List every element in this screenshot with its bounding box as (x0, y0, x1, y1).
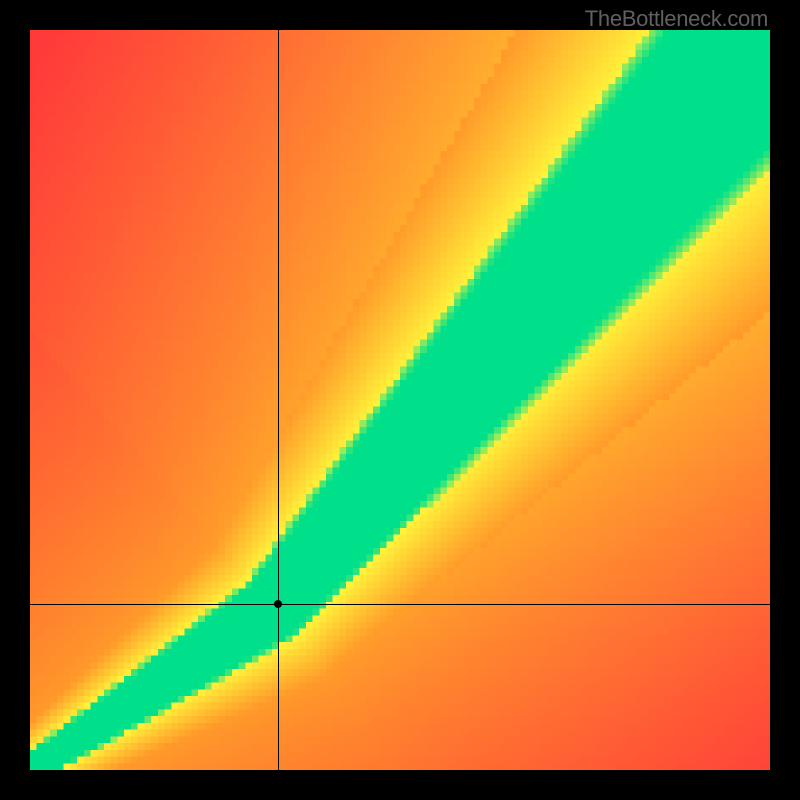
watermark-text: TheBottleneck.com (585, 6, 768, 32)
heatmap-canvas (30, 30, 770, 770)
crosshair-vertical (278, 30, 279, 770)
crosshair-horizontal (30, 604, 770, 605)
marker-point (274, 600, 282, 608)
bottleneck-heatmap (30, 30, 770, 770)
